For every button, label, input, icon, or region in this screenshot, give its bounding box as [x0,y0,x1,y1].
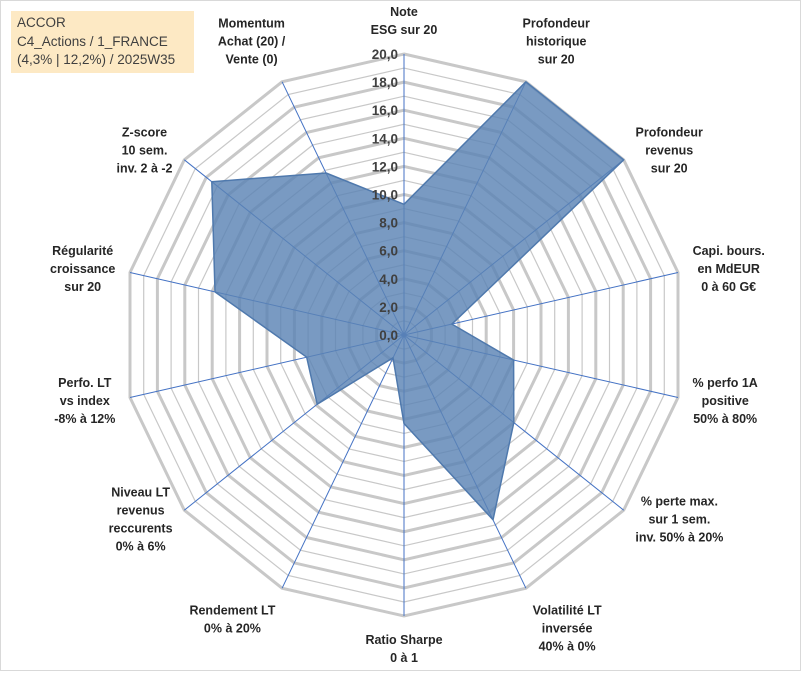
tick-label: 6,0 [379,244,398,259]
axis-label-line: 0% à 6% [116,540,166,554]
axis-label-line: inv. 50% à 20% [635,531,723,545]
tick-label: 2,0 [379,300,398,315]
axis-label-line: % perte max. [641,495,718,509]
axis-label-line: Profondeur [523,16,590,30]
axis-label-line: Ratio Sharpe [365,633,442,647]
axis-label-line: Z-score [122,125,167,139]
axis-label: % perfo 1A positive 50% à 80% [693,376,758,426]
axis-label-line: % perfo 1A [693,376,758,390]
title-company: ACCOR [17,15,66,30]
radial-tick-labels: 0,0 2,0 4,0 6,0 8,0 10,0 12,0 14,0 16,0 18,0 20,0 [372,47,398,343]
tick-label: 4,0 [379,272,398,287]
data-point [316,403,319,406]
title-category: C4_Actions / 1_FRANCE [17,33,168,49]
axis-label-line: ESG sur 20 [371,23,438,37]
axis-label: Rendement LT 0% à 20% [189,604,275,636]
data-point [325,172,328,175]
title-stats: (4,3% | 12,2%) / 2025W35 [17,52,176,67]
axis-label: Perfo. LT vs index -8% à 12% [54,376,115,426]
tick-label: 12,0 [372,159,398,174]
axis-label: Note ESG sur 20 [371,5,438,37]
tick-label: 18,0 [372,75,398,90]
axis-label-line: inv. 2 à -2 [116,161,172,175]
axis-label-line: Note [390,5,418,19]
data-point [512,421,515,424]
data-point [210,180,213,183]
axis-label-line: Vente (0) [226,52,278,66]
axis-label-line: inversée [542,622,593,636]
data-point [450,323,453,326]
axis-label-line: vs index [60,394,110,408]
axis-label-line: reccurents [109,522,173,536]
axis-label-line: 0 à 60 G€ [701,280,756,294]
axis-label-line: 40% à 0% [539,640,596,654]
axis-label: Volatilité LT inversée 40% à 0% [533,604,602,654]
axis-label-line: Rendement LT [189,604,275,618]
data-point [492,518,495,521]
axis-label-line: positive [702,394,749,408]
tick-label: 0,0 [379,328,398,343]
axis-label: Profondeur historique sur 20 [523,16,590,66]
axis-label-line: Profondeur [636,125,703,139]
data-point [512,359,515,362]
data-point [403,422,406,425]
axis-label-line: historique [526,34,586,48]
tick-label: 20,0 [372,47,398,62]
axis-label-line: -8% à 12% [54,412,115,426]
axis-label-line: sur 20 [651,161,688,175]
axis-label-line: sur 20 [538,52,575,66]
axis-label-line: revenus [117,504,165,518]
title-box: ACCOR C4_Actions / 1_FRANCE (4,3% | 12,2… [11,11,194,73]
axis-label-line: Capi. bours. [693,244,765,258]
axis-label: Capi. bours. en MdEUR 0 à 60 G€ [693,244,765,294]
tick-label: 16,0 [372,103,398,118]
axis-label-line: Perfo. LT [58,376,112,390]
data-point [305,356,308,359]
axis-label-line: Niveau LT [111,486,170,500]
data-point [524,80,527,83]
axis-label-line: sur 20 [64,280,101,294]
axis-label-line: sur 1 sem. [648,513,710,527]
axis-label-line: en MdEUR [697,262,760,276]
series-area [211,81,625,521]
axis-label-line: 10 sem. [122,143,168,157]
tick-label: 8,0 [379,216,398,231]
axis-label-line: Régularité [52,244,113,258]
axis-label: Régularité croissance sur 20 [50,244,115,294]
data-point [403,203,406,206]
radar-series [210,80,625,521]
axis-label-line: Achat (20) / [218,34,286,48]
axis-label-line: 50% à 80% [693,412,757,426]
axis-label: Ratio Sharpe 0 à 1 [365,633,442,665]
axis-labels: Note ESG sur 20 Profondeur historique sur 20… [50,5,765,665]
axis-label-line: 0 à 1 [390,651,418,665]
axis-label-line: revenus [645,143,693,157]
data-point [392,356,395,359]
spoke-line [281,334,405,589]
data-point [622,158,625,161]
axis-label: Z-score 10 sem. inv. 2 à -2 [116,125,172,175]
axis-label-line: Volatilité LT [533,604,602,618]
axis-label-line: croissance [50,262,115,276]
data-point [214,290,217,293]
axis-label-line: 0% à 20% [204,622,261,636]
tick-label: 10,0 [372,188,398,203]
axis-label: Niveau LT revenus reccurents 0% à 6% [109,486,173,554]
axis-label: % perte max. sur 1 sem. inv. 50% à 20% [635,495,723,545]
tick-label: 14,0 [372,131,398,146]
axis-label-line: Momentum [218,16,285,30]
axis-label: Momentum Achat (20) / Vente (0) [218,16,286,66]
axis-label: Profondeur revenus sur 20 [636,125,703,175]
